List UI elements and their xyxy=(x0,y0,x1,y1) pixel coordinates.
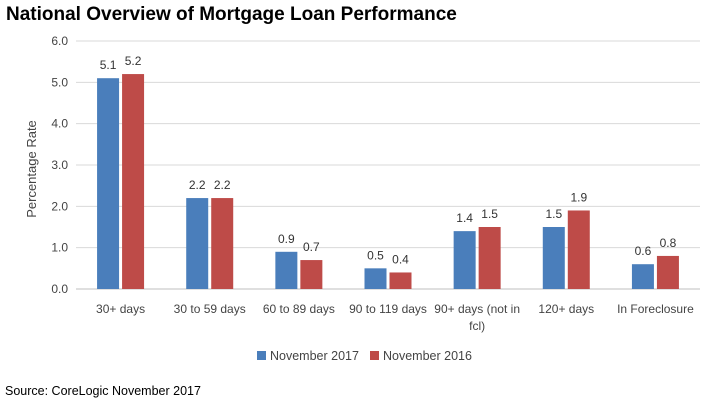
legend-label: November 2017 xyxy=(270,349,359,363)
x-tick-label: 60 to 89 days xyxy=(263,302,335,316)
bar xyxy=(275,251,298,289)
data-label: 0.8 xyxy=(660,236,677,250)
x-tick-label: 30+ days xyxy=(96,302,145,316)
data-label: 0.9 xyxy=(278,232,295,246)
bar xyxy=(453,231,476,289)
x-axis-ticks: 30+ days 30 to 59 days 60 to 89 days 90 to … xyxy=(96,302,694,333)
bar xyxy=(97,78,120,289)
bar xyxy=(478,227,501,289)
bar xyxy=(567,210,590,289)
y-tick-label: 6.0 xyxy=(51,34,68,48)
data-label: 5.2 xyxy=(125,54,142,68)
data-label: 5.1 xyxy=(100,58,117,72)
data-label: 2.2 xyxy=(214,178,231,192)
y-tick-label: 5.0 xyxy=(51,75,68,89)
y-tick-label: 4.0 xyxy=(51,117,68,131)
bar xyxy=(300,260,323,289)
bar xyxy=(389,272,412,289)
y-tick-label: 1.0 xyxy=(51,241,68,255)
bar-chart: 0.0 1.0 2.0 3.0 4.0 5.0 6.0 5.1 5.2 2.2 2.2 0.9 0.7… xyxy=(24,34,700,363)
source-note: Source: CoreLogic November 2017 xyxy=(5,384,201,398)
y-axis-ticks: 0.0 1.0 2.0 3.0 4.0 5.0 6.0 xyxy=(51,34,68,296)
legend: November 2017 November 2016 xyxy=(257,349,472,363)
x-tick-label: 30 to 59 days xyxy=(174,302,246,316)
data-label: 1.5 xyxy=(545,207,562,221)
y-tick-label: 2.0 xyxy=(51,199,68,213)
data-label: 1.9 xyxy=(570,190,587,204)
bar xyxy=(122,74,145,289)
legend-swatch xyxy=(257,351,266,360)
data-label: 1.4 xyxy=(456,211,473,225)
y-tick-label: 0.0 xyxy=(51,282,68,296)
bar xyxy=(631,264,654,289)
bar xyxy=(656,255,679,289)
bars xyxy=(97,74,679,289)
y-tick-label: 3.0 xyxy=(51,158,68,172)
x-tick-label: 90+ days (not in fcl) xyxy=(434,302,520,333)
bar xyxy=(186,198,209,289)
legend-swatch xyxy=(370,351,379,360)
gridlines xyxy=(76,40,700,290)
x-tick-label: In Foreclosure xyxy=(617,302,694,316)
data-label: 2.2 xyxy=(189,178,206,192)
data-label: 0.4 xyxy=(392,252,409,266)
y-axis-title: Percentage Rate xyxy=(24,120,39,218)
bar xyxy=(364,268,387,289)
x-tick-label: 120+ days xyxy=(538,302,594,316)
data-label: 0.6 xyxy=(635,244,652,258)
chart-title: National Overview of Mortgage Loan Perfo… xyxy=(6,4,457,25)
data-labels: 5.1 5.2 2.2 2.2 0.9 0.7 0.5 0.4 1.4 1.5 1.5 1.9 0.6 0… xyxy=(100,54,677,266)
bar xyxy=(211,198,234,289)
bar xyxy=(542,227,565,289)
data-label: 1.5 xyxy=(481,207,498,221)
data-label: 0.5 xyxy=(367,248,384,262)
x-tick-label: 90 to 119 days xyxy=(349,302,427,316)
data-label: 0.7 xyxy=(303,240,320,254)
legend-label: November 2016 xyxy=(383,349,472,363)
